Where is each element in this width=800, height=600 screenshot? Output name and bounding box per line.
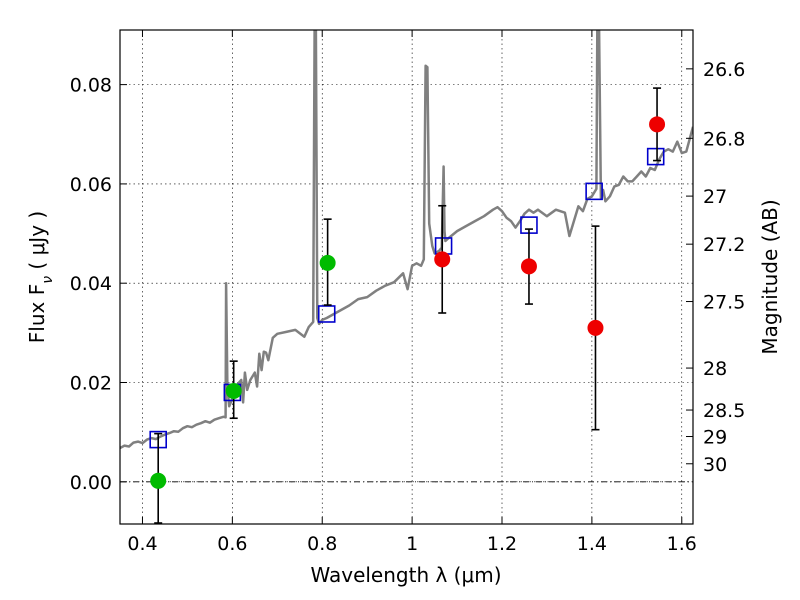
model-point <box>317 305 336 323</box>
y-tick-label: 0.06 <box>70 174 112 196</box>
observed-point-red <box>434 251 451 268</box>
y-tick-label: 0.02 <box>70 373 112 395</box>
magnitude-tick-label: 26.6 <box>703 59 745 81</box>
axis-ticks <box>120 30 693 524</box>
x-axis-label: Wavelength λ (μm) <box>310 563 501 587</box>
observed-point-red <box>649 116 666 133</box>
y-tick-labels: 0.00 0.02 0.04 0.06 0.08 <box>70 75 112 494</box>
magnitude-tick-label: 26.8 <box>703 128 745 150</box>
x-tick-label: 1.4 <box>577 533 607 555</box>
x-tick-label: 0.4 <box>127 533 157 555</box>
observed-points-group <box>150 116 666 489</box>
magnitude-tick-label: 27.2 <box>703 234 745 256</box>
x-tick-label: 1.6 <box>667 533 697 555</box>
magnitude-tick-label: 28 <box>703 358 727 380</box>
model-point <box>585 182 603 201</box>
magnitude-tick-label: 30 <box>703 454 727 476</box>
observed-point-green <box>319 254 336 271</box>
x-tick-labels: 0.4 0.6 0.8 1 1.2 1.4 1.6 <box>127 533 697 555</box>
y-tick-label: 0.00 <box>70 472 112 494</box>
observed-point-green <box>150 472 167 489</box>
y-tick-label: 0.04 <box>70 273 112 295</box>
model-spectrum-line <box>120 30 693 450</box>
observed-point-green <box>225 382 242 399</box>
y2-axis-label: Magnitude (AB) <box>758 199 782 354</box>
magnitude-tick-label: 27 <box>703 186 727 208</box>
y-tick-label: 0.08 <box>70 75 112 97</box>
x-tick-label: 1 <box>406 533 418 555</box>
magnitude-tick-labels: 26.6 26.8 27 27.2 27.5 28 28.5 29 30 <box>703 59 745 476</box>
x-tick-label: 0.6 <box>217 533 247 555</box>
grid-lines <box>120 30 693 524</box>
observed-point-red <box>587 319 604 336</box>
observed-point-red <box>520 258 537 275</box>
magnitude-tick-label: 27.5 <box>703 292 745 314</box>
magnitude-tick-label: 28.5 <box>703 400 745 422</box>
x-tick-label: 0.8 <box>307 533 337 555</box>
plot-frame <box>119 29 694 525</box>
x-tick-label: 1.2 <box>487 533 517 555</box>
magnitude-tick-label: 29 <box>703 427 727 449</box>
model-point <box>646 147 665 166</box>
errorbars-group <box>154 87 662 524</box>
y-axis-label: Flux Fν ( μJy ) <box>25 211 56 343</box>
